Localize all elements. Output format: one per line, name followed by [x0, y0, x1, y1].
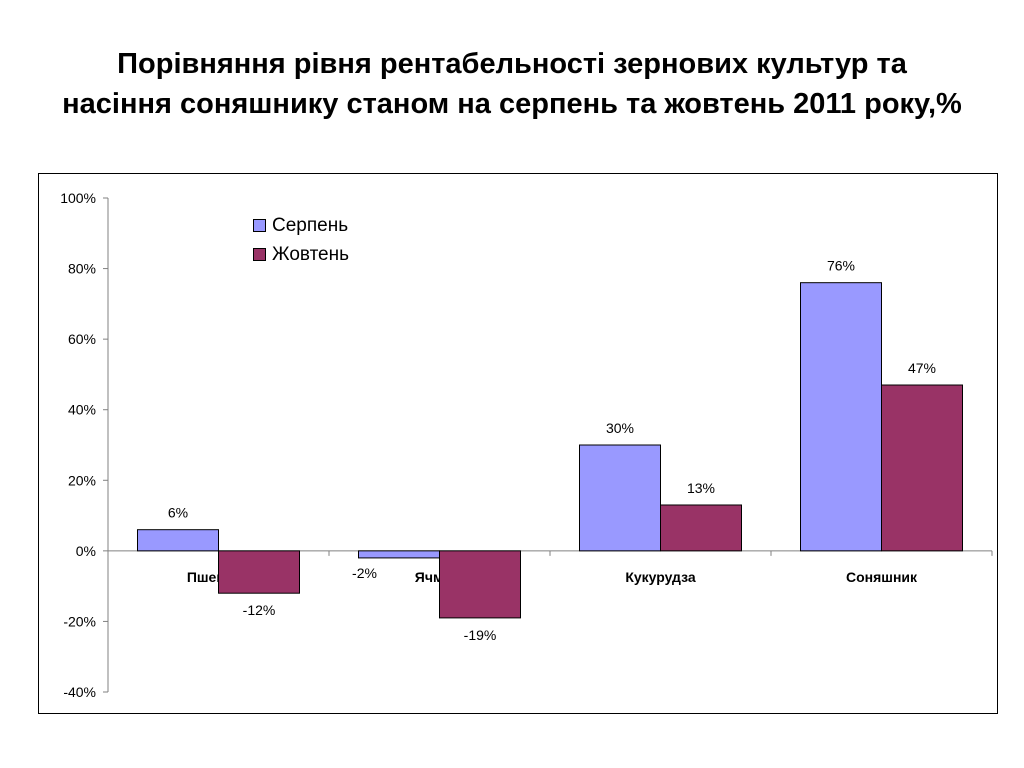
- data-label: 6%: [168, 505, 188, 521]
- data-label: 76%: [827, 258, 855, 274]
- y-tick-label: 80%: [68, 261, 96, 277]
- chart-title: Порівняння рівня рентабельності зернових…: [62, 48, 962, 120]
- bar: [579, 444, 661, 552]
- data-label: 47%: [908, 360, 936, 376]
- legend-item-serpen: Серпень: [253, 211, 349, 240]
- bar: [218, 550, 300, 594]
- data-label: -19%: [464, 627, 497, 643]
- y-tick-label: 20%: [68, 472, 96, 488]
- data-label: 13%: [687, 480, 715, 496]
- legend-label-zhovten: Жовтень: [272, 243, 350, 265]
- x-tick-label: Кукурудза: [625, 569, 696, 585]
- chart-frame: [38, 173, 998, 714]
- y-tick-label: 0%: [76, 543, 96, 559]
- y-tick-label: -40%: [63, 684, 96, 700]
- data-label: 30%: [606, 420, 634, 436]
- legend-swatch-serpen: [253, 219, 266, 232]
- bar: [137, 529, 219, 552]
- bar: [881, 384, 963, 552]
- y-tick-label: -20%: [63, 613, 96, 629]
- bar: [800, 282, 882, 552]
- chart-legend: Серпень Жовтень: [253, 211, 349, 269]
- y-tick-label: 100%: [60, 190, 96, 206]
- data-label: -12%: [243, 602, 276, 618]
- bar: [358, 550, 440, 559]
- bar: [660, 504, 742, 552]
- legend-swatch-zhovten: [253, 248, 266, 261]
- bar: [439, 550, 521, 619]
- legend-label-serpen: Серпень: [272, 214, 349, 236]
- data-label: -2%: [352, 565, 377, 581]
- x-tick-label: Соняшник: [846, 569, 918, 585]
- legend-item-zhovten: Жовтень: [253, 240, 349, 269]
- y-tick-label: 60%: [68, 331, 96, 347]
- y-tick-label: 40%: [68, 402, 96, 418]
